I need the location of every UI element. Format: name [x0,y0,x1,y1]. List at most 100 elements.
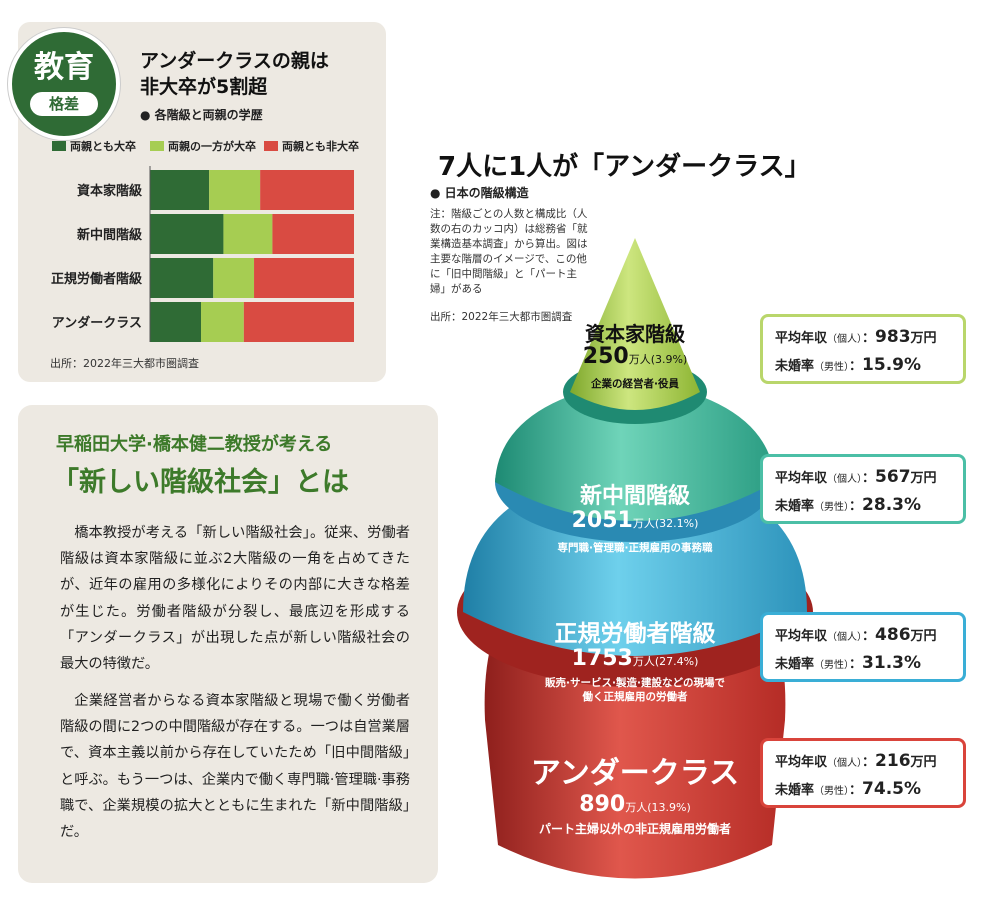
income-value: 567 [875,467,911,487]
unmarried-row: 未婚率（男性）：28.3% [775,491,963,519]
stat-box-capitalist: 平均年収（個人）：983万円 未婚率（男性）：15.9% [760,314,966,384]
legend-label: 両親とも大卒 [70,140,136,153]
bar-segment [272,214,354,254]
bar-segment [260,170,354,210]
category-label: 資本家階級 [77,183,142,199]
panel-title-line1: アンダークラスの親は [140,50,329,72]
tier-desc-capitalist: 企業の経営者·役員 [591,378,679,390]
unmarried-label: 未婚率（男性）： [775,657,863,672]
tier-count-capitalist: 250万人(3.9%) [560,344,710,369]
pyramid-tier-capitalist [570,238,700,410]
income-label: 平均年収（個人）： [775,755,876,770]
article-paragraph-1: 橋本教授が考える「新しい階級社会」。従来、労働者階級は資本家階級に並ぶ2大階級の… [60,525,410,673]
income-row: 平均年収（個人）：486万円 [775,621,963,649]
tier-count-unit: 万人 [632,655,655,668]
tier-share: (32.1%) [654,517,699,530]
bar-segment [150,258,214,298]
badge-subtitle: 格差 [30,92,98,116]
income-unit: 万円 [910,331,937,346]
panel-title: アンダークラスの親は 非大卒が5割超 [140,48,380,100]
tier-desc-line: 販売·サービス·製造·建設などの現場で [545,677,725,689]
stat-box-regular: 平均年収（個人）：486万円 未婚率（男性）：31.3% [760,612,966,682]
article-heading-line1: 早稲田大学·橋本健二教授が考える [56,434,333,455]
tier-count-unit: 万人 [632,517,655,530]
legend-item-both-grad: 両親とも大卒 [52,138,136,154]
income-value: 216 [875,751,911,771]
tier-count-value: 890 [579,792,626,817]
legend-label: 両親の一方が大卒 [168,140,256,153]
tier-desc-regular: 販売·サービス·製造·建設などの現場で 働く正規雇用の労働者 [515,676,755,704]
unmarried-value: 31.3% [862,653,922,673]
badge-title: 教育 [34,50,94,85]
tier-name-newmiddle: 新中間階級 [579,484,690,509]
legend-swatch [264,141,278,151]
article-paragraph-2: 企業経営者からなる資本家階級と現場で働く労働者階級の間に2つの中間階級が存在する… [60,693,410,841]
category-label: 正規労働者階級 [51,271,142,287]
unmarried-row: 未婚率（男性）：15.9% [775,351,963,379]
pyramid-subtitle: ● 日本の階級構造 [430,186,529,200]
tier-count-unit: 万人 [625,801,648,814]
pyramid-source: 出所：2022年三大都市圏調査 [430,311,573,323]
article-panel [18,405,438,883]
panel-title-line2: 非大卒が5割超 [140,76,268,98]
pyramid-tier-newmiddle [495,380,775,521]
unmarried-label: 未婚率（男性）： [775,499,863,514]
stat-box-underclass: 平均年収（個人）：216万円 未婚率（男性）：74.5% [760,738,966,808]
stat-box-newmiddle: 平均年収（個人）：567万円 未婚率（男性）：28.3% [760,454,966,524]
tier-desc-newmiddle: 専門職·管理職·正規雇用の事務職 [557,542,713,554]
bar-segment [201,302,244,342]
pyramid-note: 注：階級ごとの人数と構成比（人数の右のカッコ内）は総務省「就業構造基本調査」から… [430,208,588,295]
legend-swatch [150,141,164,151]
tier-share: (13.9%) [647,801,691,814]
bar-segment [150,170,210,210]
tier-name-capitalist: 資本家階級 [585,322,685,346]
article-heading-line2: 「新しい階級社会」とは [52,467,349,498]
income-unit: 万円 [910,471,937,486]
bar-segment [150,214,224,254]
legend-swatch [52,141,66,151]
tier-name-underclass: アンダークラス [530,756,740,791]
education-badge: 教育 格差 [8,28,120,140]
income-unit: 万円 [910,629,937,644]
income-label: 平均年収（個人）： [775,629,876,644]
class-pyramid-graphic [457,238,813,879]
legend-label: 両親とも非大卒 [282,140,359,153]
unmarried-value: 28.3% [862,495,922,515]
bar-segment [213,258,255,298]
tier-count-value: 2051 [571,508,633,533]
bar-segment [223,214,273,254]
unmarried-row: 未婚率（男性）：31.3% [775,649,963,677]
legend-item-one-grad: 両親の一方が大卒 [150,138,256,154]
tier-count-value: 1753 [571,646,633,671]
unmarried-row: 未婚率（男性）：74.5% [775,775,963,803]
tier-count-newmiddle: 2051万人(32.1%) [540,508,730,533]
chart-source: 出所：2022年三大都市圏調査 [50,357,199,370]
tier-name-regular: 正規労働者階級 [554,621,716,647]
income-value: 983 [875,327,911,347]
tier-desc-underclass: パート主婦以外の非正規雇用労働者 [538,822,731,836]
tier-share: (3.9%) [650,353,688,366]
bar-segment [150,302,201,342]
legend-item-neither-grad: 両親とも非大卒 [264,138,359,154]
unmarried-label: 未婚率（男性）： [775,359,863,374]
category-label: 新中間階級 [77,227,142,243]
unmarried-label: 未婚率（男性）： [775,783,863,798]
income-label: 平均年収（個人）： [775,331,876,346]
tier-count-regular: 1753万人(27.4%) [520,646,750,671]
tier-count-unit: 万人 [628,353,651,366]
tier-count-underclass: 890万人(13.9%) [500,792,770,817]
unmarried-value: 15.9% [862,355,922,375]
pyramid-title: 7人に1人が「アンダークラス」 [438,152,811,182]
income-unit: 万円 [910,755,937,770]
income-row: 平均年収（個人）：567万円 [775,463,963,491]
bar-segment [243,302,354,342]
income-label: 平均年収（個人）： [775,471,876,486]
tier-share: (27.4%) [654,655,699,668]
tier-desc-line: 働く正規雇用の労働者 [582,691,688,703]
income-row: 平均年収（個人）：216万円 [775,747,963,775]
stacked-bar-chart: 資本家階級新中間階級正規労働者階級アンダークラス020406080100(%) [51,166,354,342]
income-value: 486 [875,625,911,645]
tier-count-value: 250 [582,344,629,369]
panel-subtitle: ● 各階級と両親の学歴 [140,108,263,122]
bar-segment [209,170,261,210]
